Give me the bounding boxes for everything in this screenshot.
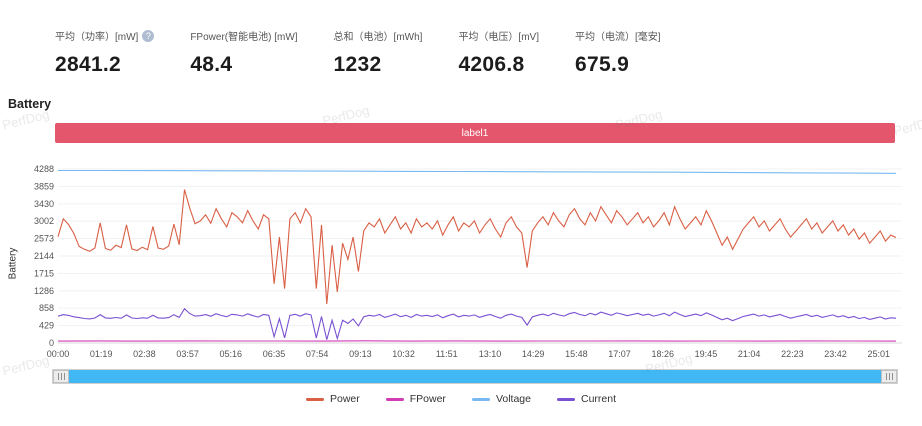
grip-icon <box>885 373 893 380</box>
x-tick-label: 21:04 <box>738 349 761 359</box>
stat-avg-current: 平均（电流）[毫安] 675.9 <box>575 28 661 77</box>
y-tick-label: 858 <box>39 303 54 313</box>
legend-item-fpower[interactable]: FPower <box>385 393 446 405</box>
x-tick-label: 14:29 <box>522 349 545 359</box>
legend-label: Voltage <box>495 393 531 405</box>
y-tick-label: 3002 <box>34 216 54 226</box>
stat-label-text: 总和（电池）[mWh] <box>333 32 423 43</box>
legend-swatch <box>471 397 490 401</box>
stat-avg-voltage: 平均（电压）[mV] 4206.8 <box>458 28 539 77</box>
legend-label: Current <box>580 393 616 405</box>
stat-label: 总和（电池）[mWh] <box>334 28 423 43</box>
zoom-handle-left[interactable] <box>53 370 69 383</box>
legend-swatch <box>385 397 404 401</box>
x-tick-label: 13:10 <box>479 349 502 359</box>
stat-value: 675.9 <box>575 53 630 76</box>
series-line-voltage <box>58 169 897 174</box>
stat-label: 平均（电压）[mV] <box>458 28 539 43</box>
y-tick-label: 429 <box>39 321 54 331</box>
help-icon[interactable]: ? <box>142 29 155 42</box>
y-tick-label: 1286 <box>34 286 54 296</box>
series-label-bar: label1 <box>55 123 895 143</box>
y-tick-label: 1715 <box>34 268 54 278</box>
y-tick-label: 2144 <box>34 251 54 261</box>
series-line-power <box>57 189 897 305</box>
x-tick-label: 23:42 <box>824 349 847 359</box>
stat-value: 4206.8 <box>458 53 525 76</box>
y-tick-label: 0 <box>49 338 54 348</box>
section-title: Battery <box>8 97 52 111</box>
legend-item-power[interactable]: Power <box>305 393 360 405</box>
legend-label: Power <box>329 393 360 405</box>
x-tick-label: 22:23 <box>781 349 804 359</box>
stat-label: 平均（电流）[毫安] <box>575 28 661 43</box>
y-tick-label: 3430 <box>34 199 54 209</box>
stat-label-text: 平均（电流）[毫安] <box>575 32 661 43</box>
x-tick-label: 00:00 <box>47 349 70 359</box>
zoom-handle-right[interactable] <box>881 370 897 383</box>
legend-item-voltage[interactable]: Voltage <box>471 393 531 405</box>
chart-wrap: Battery 4288 3859 3430 3002 2573 2144 1715 1286… <box>6 163 922 363</box>
series-label-text: label1 <box>461 127 489 139</box>
y-axis-title: Battery <box>6 163 20 363</box>
x-tick-label: 10:32 <box>392 349 415 359</box>
x-tick-label: 06:35 <box>263 349 286 359</box>
stat-fpower: FPower(智能电池) [mW] 48.4 <box>190 28 297 77</box>
x-tick-label: 07:54 <box>306 349 329 359</box>
stats-row: 平均（功率）[mW] ? 2841.2 FPower(智能电池) [mW] 48… <box>0 0 922 77</box>
grip-icon <box>57 373 65 380</box>
x-tick-label: 25:01 <box>867 349 890 359</box>
x-tick-label: 18:26 <box>651 349 674 359</box>
y-axis-title-text: Battery <box>7 247 19 279</box>
stat-value: 48.4 <box>190 53 233 76</box>
x-tick-label: 01:19 <box>90 349 113 359</box>
stat-label-text: 平均（功率）[mW] <box>55 32 139 43</box>
battery-chart[interactable]: 4288385934303002257321441715128685842900… <box>20 163 904 363</box>
x-tick-label: 17:07 <box>608 349 631 359</box>
legend-swatch <box>305 397 324 401</box>
stat-value: 1232 <box>333 53 382 76</box>
x-tick-label: 15:48 <box>565 349 588 359</box>
stat-label-text: 平均（电压）[mV] <box>458 32 539 43</box>
y-tick-label: 4288 <box>34 164 54 174</box>
watermark-text: PerfDog <box>891 112 922 139</box>
x-tick-label: 19:45 <box>695 349 718 359</box>
x-tick-label: 02:38 <box>133 349 156 359</box>
stat-label: FPower(智能电池) [mW] <box>190 28 297 43</box>
legend-item-current[interactable]: Current <box>556 393 616 405</box>
legend-label: FPower <box>409 393 446 405</box>
y-tick-label: 3859 <box>34 181 54 191</box>
zoom-track[interactable] <box>69 370 881 383</box>
chart-zoom-scrollbar[interactable] <box>52 369 898 384</box>
series-line-current <box>57 307 897 341</box>
legend-swatch <box>556 397 575 401</box>
x-tick-label: 05:16 <box>220 349 243 359</box>
stat-sum-battery: 总和（电池）[mWh] 1232 <box>334 28 423 77</box>
stat-value: 2841.2 <box>55 53 122 76</box>
legend: Power FPower Voltage Current <box>0 393 922 405</box>
x-tick-label: 03:57 <box>176 349 199 359</box>
stat-avg-power: 平均（功率）[mW] ? 2841.2 <box>55 28 155 77</box>
y-tick-label: 2573 <box>34 234 54 244</box>
stat-label: 平均（功率）[mW] ? <box>55 28 155 43</box>
stat-label-text: FPower(智能电池) [mW] <box>190 32 298 43</box>
x-tick-label: 11:51 <box>436 349 458 359</box>
x-tick-label: 09:13 <box>349 349 372 359</box>
